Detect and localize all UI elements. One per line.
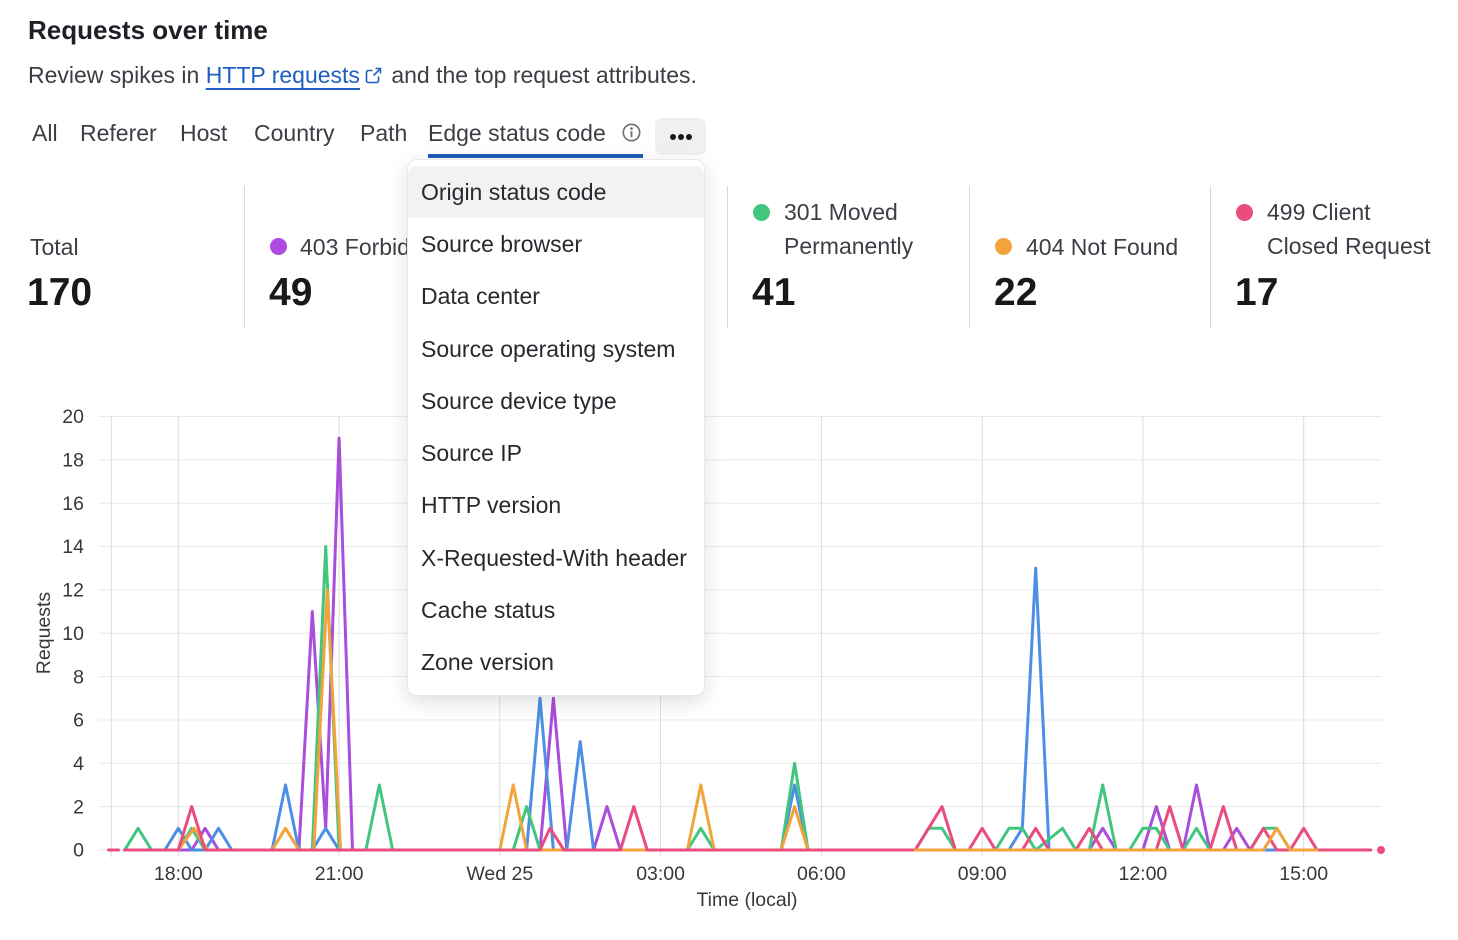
svg-text:12:00: 12:00 xyxy=(1118,863,1167,885)
svg-text:16: 16 xyxy=(62,493,84,515)
svg-text:14: 14 xyxy=(62,536,84,558)
svg-text:Wed 25: Wed 25 xyxy=(466,863,533,885)
svg-text:20: 20 xyxy=(62,406,84,428)
svg-text:12: 12 xyxy=(62,580,84,602)
svg-text:03:00: 03:00 xyxy=(636,863,685,885)
svg-text:4: 4 xyxy=(73,753,84,775)
svg-text:2: 2 xyxy=(73,796,84,818)
svg-text:Requests: Requests xyxy=(33,592,55,675)
svg-text:15:00: 15:00 xyxy=(1279,863,1328,885)
svg-text:Time (local): Time (local) xyxy=(696,889,797,911)
svg-text:10: 10 xyxy=(62,623,84,645)
svg-text:06:00: 06:00 xyxy=(797,863,846,885)
svg-text:6: 6 xyxy=(73,710,84,732)
svg-text:18: 18 xyxy=(62,450,84,472)
svg-text:8: 8 xyxy=(73,666,84,688)
svg-text:09:00: 09:00 xyxy=(958,863,1007,885)
svg-text:0: 0 xyxy=(73,840,84,862)
svg-text:18:00: 18:00 xyxy=(154,863,203,885)
svg-text:21:00: 21:00 xyxy=(315,863,364,885)
